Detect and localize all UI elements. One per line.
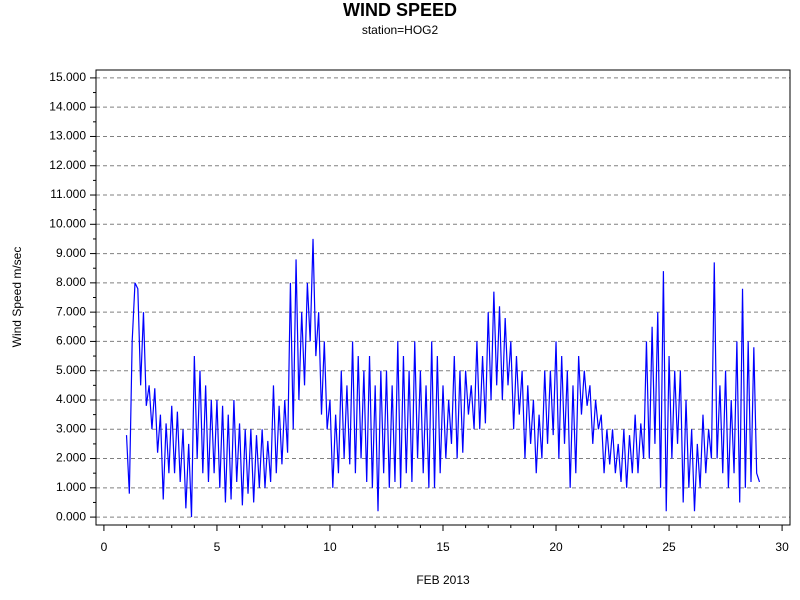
y-axis-label: Wind Speed m/sec <box>10 247 24 348</box>
y-tick-label: 5.000 <box>56 363 86 377</box>
y-tick-label: 3.000 <box>56 421 86 435</box>
y-tick-label: 8.000 <box>56 275 86 289</box>
y-tick-label: 4.000 <box>56 392 86 406</box>
y-tick-label: 2.000 <box>56 451 86 465</box>
x-tick-label: 5 <box>214 540 221 554</box>
plot-frame <box>95 69 791 526</box>
y-tick-label: 10.000 <box>49 216 86 230</box>
y-tick-label: 7.000 <box>56 304 86 318</box>
y-tick-label: 11.000 <box>50 187 86 201</box>
data-line <box>125 238 761 518</box>
y-tick-label: 13.000 <box>49 129 86 143</box>
chart-subtitle: station=HOG2 <box>362 23 439 37</box>
y-tick-label: 0.000 <box>56 509 86 523</box>
x-tick-label: 25 <box>662 540 676 554</box>
y-tick-label: 12.000 <box>49 158 86 172</box>
x-tick-label: 20 <box>549 540 563 554</box>
x-tick-label: 15 <box>436 540 450 554</box>
x-axis-label: FEB 2013 <box>416 573 470 587</box>
x-tick-label: 0 <box>101 540 108 554</box>
y-tick-label: 14.000 <box>49 99 86 113</box>
y-tick-label: 1.000 <box>56 480 86 494</box>
y-tick-label: 9.000 <box>56 246 86 260</box>
y-tick-label: 6.000 <box>56 334 86 348</box>
chart-title: WIND SPEED <box>343 0 457 20</box>
y-tick-label: 15.000 <box>49 70 86 84</box>
x-tick-label: 10 <box>323 540 337 554</box>
x-tick-label: 30 <box>775 540 789 554</box>
